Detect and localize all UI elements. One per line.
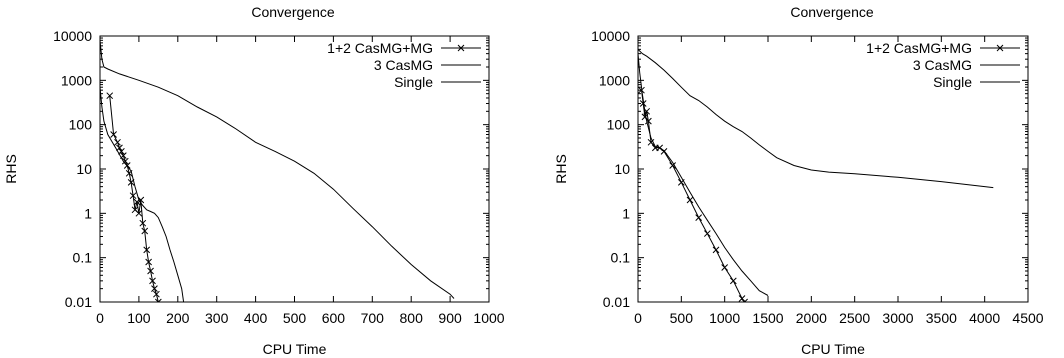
series-point-marker [143, 246, 151, 254]
legend-marker [457, 44, 465, 52]
y-tick-label: 0.1 [73, 250, 93, 266]
x-tick-label: 500 [283, 310, 307, 326]
series-point-marker [141, 227, 149, 235]
series-point-marker [145, 258, 152, 266]
series-point-marker [721, 264, 729, 271]
series-point-marker [641, 113, 649, 121]
series-point-marker [154, 298, 162, 302]
chart-left: Convergence 0 100 200 300 400 500 600 700 800 900 1… [3, 4, 505, 357]
series-point-marker [149, 277, 156, 285]
series-line-1 [638, 53, 769, 296]
x-tick-label: 900 [438, 310, 462, 326]
y-tick-label: 0.1 [611, 250, 631, 266]
series-point-marker [118, 148, 125, 155]
series-point-marker [729, 277, 737, 285]
x-tick-label: 3000 [882, 310, 913, 326]
legend-label: 3 CasMG [913, 57, 972, 73]
series-point-marker [110, 131, 117, 138]
series-line-2 [638, 48, 994, 189]
series-point-marker [139, 219, 147, 227]
legend-marker [996, 44, 1004, 52]
series-point-marker [669, 162, 677, 169]
x-tick-label: 1500 [752, 310, 783, 326]
series-point-marker [703, 230, 711, 237]
series-line-1 [100, 87, 185, 302]
x-tick-label: 800 [400, 310, 424, 326]
chart-title: Convergence [790, 4, 873, 20]
series-point-marker [738, 295, 746, 302]
series-line-0 [641, 90, 746, 302]
legend-label: Single [394, 74, 433, 90]
x-tick-label: 400 [244, 310, 268, 326]
chart-right: Convergence 0 500 1000 1500 2000 2500 3000 3500 4… [553, 4, 1044, 357]
y-tick-label: 100 [69, 117, 93, 133]
y-tick-label: 10000 [53, 28, 92, 44]
y-tick-label: 0.01 [65, 294, 92, 310]
x-tick-label: 200 [166, 310, 190, 326]
y-tick-label: 1000 [599, 72, 630, 88]
series-point-marker [147, 267, 154, 275]
series-line-2 [100, 40, 455, 299]
series-point-marker [106, 92, 114, 100]
y-tick-label: 1 [84, 205, 92, 221]
x-tick-label: 2000 [796, 310, 827, 326]
x-tick-label: 600 [322, 310, 346, 326]
y-axis-label: RHS [3, 154, 19, 184]
series-point-marker [647, 138, 655, 146]
series-point-marker [712, 246, 720, 254]
x-axis-label: CPU Time [263, 341, 327, 357]
y-tick-label: 0.01 [603, 294, 630, 310]
series-point-marker [153, 290, 160, 298]
y-tick-label: 10 [614, 161, 630, 177]
x-tick-label: 4500 [1012, 310, 1043, 326]
y-tick-label: 10 [76, 161, 92, 177]
series-point-marker [695, 214, 703, 221]
series-point-marker [686, 196, 694, 204]
series-point-marker [639, 100, 647, 107]
legend-label: 3 CasMG [374, 57, 433, 73]
x-tick-label: 100 [127, 310, 151, 326]
x-tick-label: 500 [670, 310, 694, 326]
legend-label: 1+2 CasMG+MG [866, 40, 972, 56]
series-point-marker [129, 192, 137, 200]
series-point-marker [121, 157, 129, 165]
series-point-marker [116, 144, 123, 152]
y-tick-label: 1 [622, 205, 630, 221]
y-tick-label: 100 [607, 117, 631, 133]
series-point-marker [151, 285, 158, 293]
x-tick-label: 3500 [926, 310, 957, 326]
legend-label: Single [933, 74, 972, 90]
x-tick-label: 300 [205, 310, 229, 326]
series-point-marker [137, 196, 145, 204]
chart-title: Convergence [251, 4, 334, 20]
x-tick-label: 0 [96, 310, 104, 326]
y-axis-label: RHS [553, 154, 569, 184]
x-tick-label: 2500 [839, 310, 870, 326]
series-point-marker [135, 209, 143, 217]
y-tick-label: 10000 [591, 28, 630, 44]
x-tick-label: 1000 [473, 310, 504, 326]
x-axis-label: CPU Time [801, 341, 865, 357]
series-point-marker [741, 298, 748, 302]
x-tick-label: 0 [634, 310, 642, 326]
x-tick-label: 4000 [969, 310, 1000, 326]
x-tick-label: 700 [361, 310, 385, 326]
y-tick-label: 1000 [61, 72, 92, 88]
x-tick-label: 1000 [709, 310, 740, 326]
legend-label: 1+2 CasMG+MG [327, 40, 433, 56]
series-point-marker [114, 138, 121, 146]
